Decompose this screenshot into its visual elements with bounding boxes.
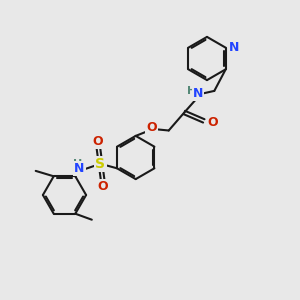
Text: O: O (146, 121, 157, 134)
Text: N: N (229, 41, 240, 54)
Text: O: O (98, 180, 108, 193)
Text: N: N (193, 87, 203, 101)
Text: H: H (187, 86, 196, 96)
Text: S: S (95, 157, 106, 171)
Text: H: H (74, 159, 82, 169)
Text: N: N (74, 162, 85, 176)
Text: O: O (93, 135, 104, 148)
Text: O: O (207, 116, 218, 129)
